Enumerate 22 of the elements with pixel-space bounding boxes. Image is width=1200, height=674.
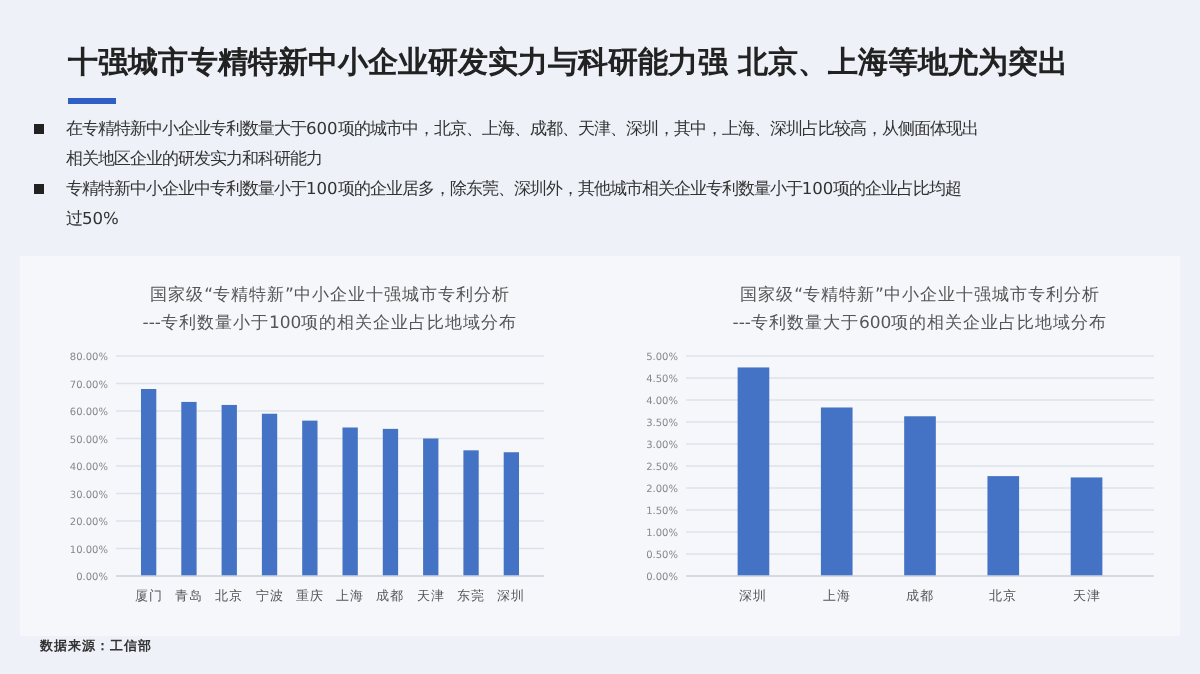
text: 十强城市专精特新中小企业研发实力与科研能力强 北京、上海等地尤为突出 (66, 44, 1069, 80)
bar (382, 428, 399, 576)
text: 在专精特新中小企业专利数量大于600项的城市中，北京、上海、成都、天津、深圳，其中，上海、深圳占比较高，从侧面体现出相关地区企业的研发实力和科研能力 (66, 118, 978, 168)
bar (463, 450, 479, 576)
bar (987, 476, 1020, 576)
bar (904, 416, 936, 576)
chart-title: 国家级“专精特新”中小企业十强城市专利分析 (150, 284, 510, 306)
bar (140, 389, 157, 576)
chart-subtitle: ---专利数量小于100项的相关企业占比地域分布 (142, 312, 518, 334)
bar (342, 427, 358, 576)
bar (302, 420, 318, 576)
text: 专精特新中小企业中专利数量小于100项的企业居多，除东莞、深圳外，其他城市相关企业专利数量小于100项的企业占比均超过50% (66, 178, 962, 228)
chart-title: 国家级“专精特新”中小企业十强城市专利分析 (740, 284, 1100, 306)
bar (503, 452, 520, 576)
bar (261, 413, 278, 576)
chart-subtitle: ---专利数量大于600项的相关企业占比地域分布 (732, 312, 1108, 334)
bar (737, 367, 770, 576)
bar (221, 404, 237, 576)
bar (1070, 477, 1103, 576)
bar (423, 438, 439, 576)
bar (820, 407, 853, 576)
bar (181, 401, 197, 576)
